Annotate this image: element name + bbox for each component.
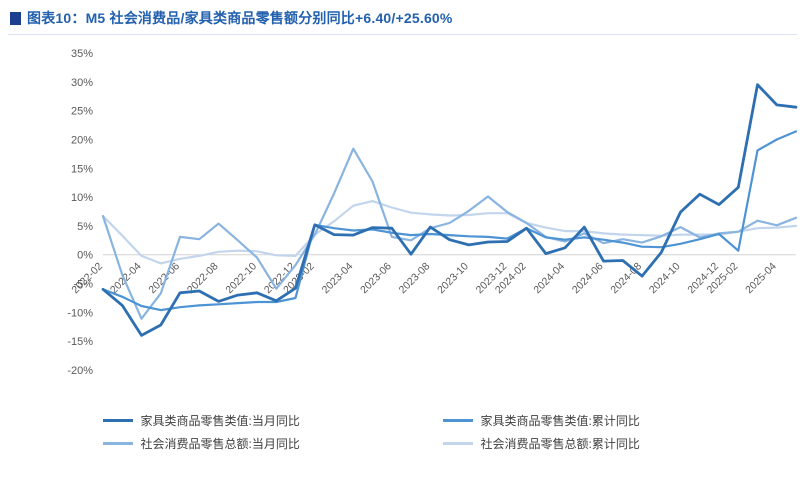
x-axis-label: 2024-04 — [531, 260, 567, 296]
y-axis-label: 5% — [77, 221, 93, 233]
legend-swatch — [102, 442, 133, 445]
title-bullet-icon — [10, 11, 21, 25]
legend-item: 社会消费品零售总额:当月同比 — [102, 435, 403, 452]
legend-label: 社会消费品零售总额:累计同比 — [480, 437, 640, 451]
y-axis-label: 25% — [71, 106, 93, 118]
series-line — [101, 147, 798, 320]
chart-header: 图表10：M5 社会消费品/家具类商品零售额分别同比+6.40/+25.60% — [8, 6, 797, 35]
series-line — [101, 130, 798, 312]
chart-title: 图表10：M5 社会消费品/家具类商品零售额分别同比+6.40/+25.60% — [27, 10, 453, 26]
legend-label: 社会消费品零售总额:当月同比 — [140, 437, 300, 451]
legend-swatch — [102, 419, 133, 422]
y-axis-label: 10% — [71, 192, 93, 204]
line-chart: 35% 30% 25% 20% 15% 10% 5% 0% -5% -10% -15% -20% 202… — [67, 48, 798, 377]
chart-area: 35% 30% 25% 20% 15% 10% 5% 0% -5% -10% -15% -20% 202… — [8, 35, 805, 410]
x-axis-label: 2023-04 — [320, 260, 356, 296]
y-axis-label: 0% — [77, 250, 93, 262]
x-axis-label: 2023-10 — [435, 260, 471, 296]
x-axis-label: 2022-10 — [223, 260, 259, 296]
x-axis-label: 2022-04 — [108, 260, 144, 296]
x-axis-label: 2024-08 — [608, 260, 644, 296]
legend-label: 家具类商品零售类值:当月同比 — [140, 414, 300, 428]
legend-item: 家具类商品零售类值:累计同比 — [442, 412, 743, 429]
series-line — [101, 83, 798, 337]
legend-item: 社会消费品零售总额:累计同比 — [442, 435, 743, 452]
y-axis-label: -5% — [73, 279, 93, 291]
chart-legend: 家具类商品零售类值:当月同比 家具类商品零售类值:累计同比社会消费品零售总额:当月… — [63, 412, 743, 452]
x-axis-label: 2022-06 — [146, 260, 182, 296]
x-axis-label: 2024-06 — [570, 260, 606, 296]
y-axis-label: 35% — [71, 48, 93, 60]
y-axis-label: -10% — [67, 307, 93, 319]
x-axis-label: 2023-06 — [358, 260, 394, 296]
y-axis-label: 15% — [71, 163, 93, 175]
legend-label: 家具类商品零售类值:累计同比 — [480, 414, 640, 428]
series-line — [101, 200, 798, 265]
y-axis-label: 20% — [71, 134, 93, 146]
y-axis-label: -20% — [67, 365, 93, 377]
y-axis-label: 30% — [71, 77, 93, 89]
legend-item: 家具类商品零售类值:当月同比 — [102, 412, 403, 429]
y-axis-label: -15% — [67, 336, 93, 348]
legend-swatch — [442, 442, 473, 445]
x-axis-label: 2025-04 — [743, 260, 779, 296]
legend-swatch — [442, 419, 473, 422]
x-axis-label: 2023-08 — [397, 260, 433, 296]
